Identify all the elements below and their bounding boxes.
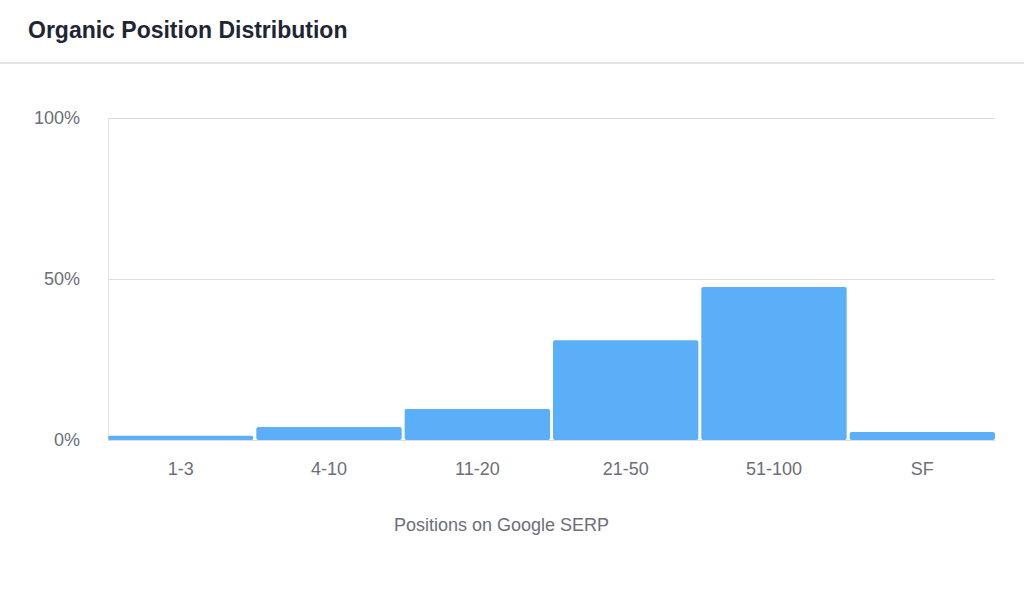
x-tick: 21-50 [603, 440, 649, 479]
title: Organic Position Distribution [28, 17, 347, 43]
bar [701, 287, 846, 440]
x-tick-label: 4-10 [311, 459, 347, 479]
x-tick-label: 1-3 [168, 459, 194, 479]
chart: Organic Position Distribution 0% 50% 100% 1-… [0, 0, 1024, 590]
y-tick-label: 100% [34, 108, 80, 128]
y-tick: 100% [34, 108, 995, 128]
bar [405, 409, 550, 440]
grid-line [108, 279, 995, 280]
y-tick: 50% [44, 269, 995, 289]
x-tick-label: 21-50 [603, 459, 649, 479]
x-tick: 11-20 [455, 440, 500, 479]
y-tick-label: 0% [54, 430, 80, 450]
x-axis: 1-3 4-10 11-20 21-50 51-100 SF [109, 440, 996, 479]
bar [553, 340, 698, 440]
bar [850, 432, 995, 440]
bars [108, 287, 995, 440]
y-tick-label: 50% [44, 269, 80, 289]
x-tick: 4-10 [311, 440, 347, 479]
x-tick: 51-100 [746, 440, 802, 479]
separator [0, 63, 1024, 64]
x-tick: 1-3 [168, 440, 194, 479]
bar [108, 436, 253, 440]
y-axis-line [109, 119, 996, 441]
plot: 0% 50% 100% 1-3 4-10 11-20 21-50 51-100 SF [34, 108, 996, 479]
x-tick-label: 11-20 [455, 459, 500, 479]
grid-line [108, 440, 995, 441]
grid-line [108, 118, 995, 119]
x-tick: SF [911, 440, 934, 479]
x-tick-label: SF [911, 459, 934, 479]
x-axis-title: Positions on Google SERP [394, 515, 609, 535]
x-tick-label: 51-100 [746, 459, 802, 479]
x-axis-line [109, 440, 996, 441]
bar [256, 427, 401, 440]
y-axis: 0% 50% 100% [34, 108, 995, 450]
